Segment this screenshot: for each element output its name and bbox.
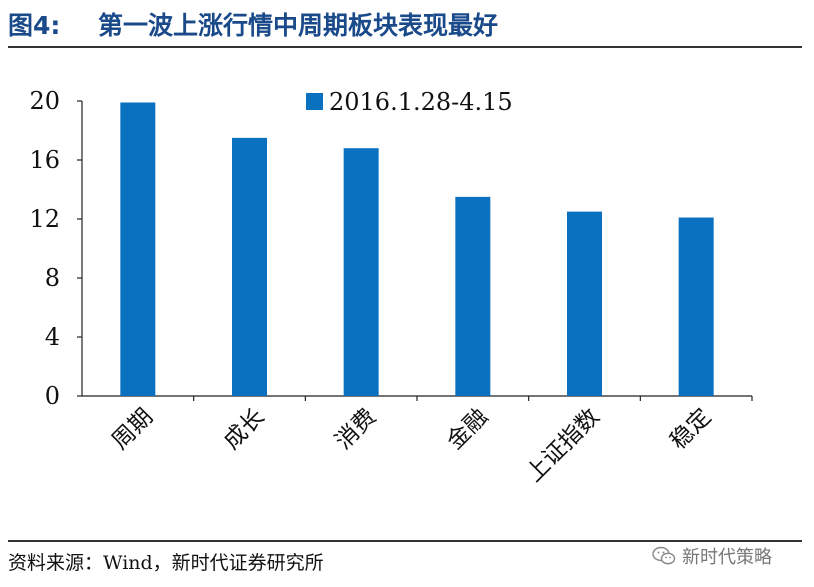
x-tick-label: 周期: [107, 404, 158, 455]
y-tick-label: 12: [29, 205, 60, 233]
y-tick-label: 4: [45, 323, 60, 351]
y-tick-label: 0: [45, 382, 60, 410]
source-note: 资料来源：Wind，新时代证券研究所: [8, 552, 324, 574]
bar: [343, 148, 379, 396]
wechat-icon: [652, 546, 676, 565]
watermark: 新时代策略: [652, 541, 772, 571]
watermark-text: 新时代策略: [682, 547, 772, 568]
legend-label: 2016.1.28-4.15: [329, 88, 513, 116]
figure-label: 图4:: [8, 11, 61, 40]
bar: [567, 211, 602, 396]
x-tick-label: 金融: [442, 404, 493, 455]
x-tick-label: 稳定: [665, 404, 716, 455]
chart-title: 第一波上涨行情中周期板块表现最好: [98, 11, 499, 40]
bar: [120, 102, 156, 396]
footer-rule: [8, 540, 802, 542]
title-rule: [8, 46, 802, 48]
x-tick-label: 上证指数: [521, 404, 604, 487]
y-tick-label: 8: [45, 264, 60, 292]
bar: [455, 196, 491, 396]
bar: [678, 217, 714, 396]
y-tick-label: 16: [29, 146, 60, 174]
bar: [232, 137, 267, 396]
x-tick-label: 成长: [219, 404, 270, 455]
legend-swatch: [306, 93, 323, 110]
x-tick-label: 消费: [330, 404, 381, 455]
y-tick-label: 20: [29, 87, 60, 115]
bar-chart: 0 4 8 12 16 20 周期 成长 消费 金融 上证指数 稳定 2016.1.28-4.15: [29, 87, 753, 487]
